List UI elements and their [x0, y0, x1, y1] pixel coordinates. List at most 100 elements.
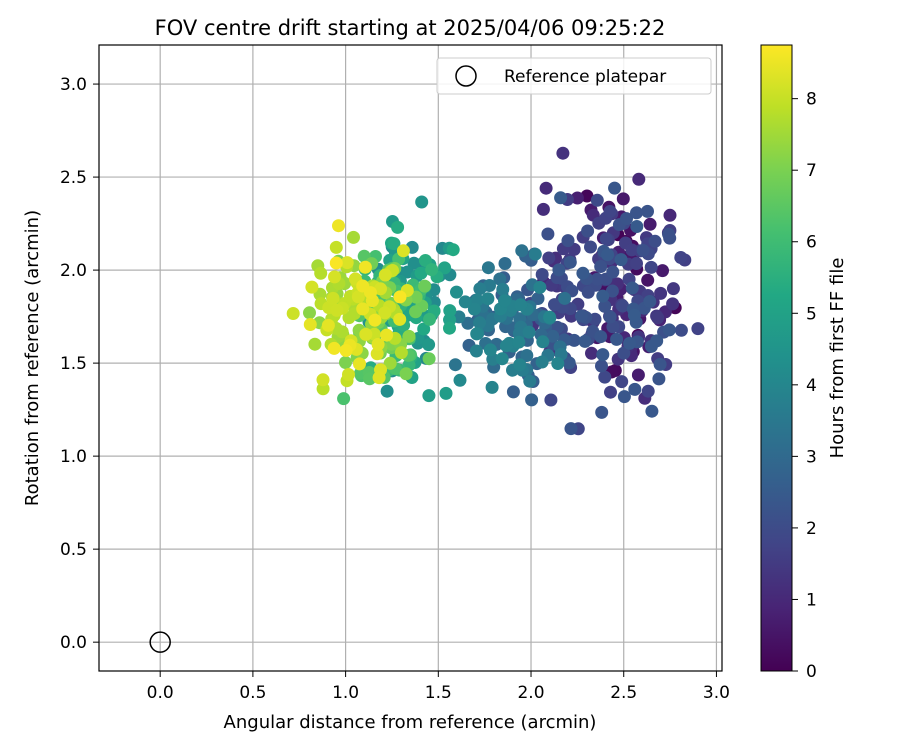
colorbar-tick-label: 7: [806, 161, 817, 181]
scatter-point: [578, 334, 592, 348]
scatter-point: [417, 322, 431, 336]
legend-marker-icon: [455, 65, 477, 87]
scatter-point: [351, 290, 365, 304]
scatter-point: [393, 312, 407, 326]
scatter-point: [603, 205, 617, 218]
scatter-point: [461, 316, 475, 330]
scatter-point: [522, 325, 536, 339]
scatter-point: [473, 316, 487, 330]
scatter-point: [329, 240, 343, 254]
scatter-point: [625, 281, 639, 295]
scatter-point: [458, 295, 472, 309]
scatter-point: [321, 318, 335, 332]
scatter-point: [483, 343, 497, 357]
scatter-point: [372, 371, 386, 385]
scatter-point: [512, 335, 526, 349]
scatter-point: [328, 270, 341, 284]
scatter-point: [443, 321, 456, 335]
y-tick-label: 2.5: [60, 168, 87, 188]
scatter-point: [473, 282, 487, 296]
x-tick-label: 3.0: [703, 683, 730, 703]
scatter-point: [525, 393, 539, 407]
scatter-point: [332, 219, 345, 233]
scatter-point: [551, 357, 565, 370]
scatter-point: [498, 257, 512, 270]
scatter-point: [356, 302, 370, 316]
scatter-point: [368, 313, 382, 327]
scatter-point: [599, 232, 613, 246]
scatter-point: [414, 266, 428, 280]
scatter-point: [364, 286, 377, 300]
scatter-point: [393, 290, 407, 304]
scatter-point: [342, 368, 355, 381]
scatter-point: [378, 268, 392, 282]
scatter-point: [552, 263, 566, 277]
colorbar-label: Hours from first FF file: [827, 258, 848, 459]
scatter-point: [643, 217, 657, 231]
x-tick-label: 0.5: [239, 683, 266, 703]
scatter-point: [316, 382, 330, 396]
scatter-point: [615, 375, 629, 389]
scatter-point: [303, 318, 317, 331]
scatter-point: [495, 352, 509, 366]
scatter-point: [418, 279, 432, 293]
scatter-point: [469, 344, 483, 358]
scatter-point: [643, 295, 657, 308]
scatter-point: [590, 272, 604, 286]
scatter-point: [620, 212, 633, 226]
scatter-point: [663, 208, 677, 222]
scatter-point: [422, 338, 436, 352]
scatter-point: [546, 329, 560, 343]
scatter-point: [598, 299, 612, 313]
scatter-point: [423, 312, 436, 326]
y-tick-label: 1.0: [60, 447, 87, 467]
scatter-point: [596, 289, 610, 303]
scatter-point: [567, 333, 581, 347]
scatter-point: [418, 254, 432, 267]
scatter-point: [308, 337, 322, 351]
x-tick-label: 1.5: [425, 683, 452, 703]
scatter-point: [539, 181, 553, 195]
scatter-point: [617, 390, 631, 404]
scatter-point: [628, 382, 642, 396]
scatter-point: [558, 291, 572, 305]
scatter-point: [536, 202, 550, 216]
scatter-point: [485, 380, 499, 394]
scatter-point: [374, 282, 387, 296]
scatter-point: [533, 280, 547, 294]
scatter-point: [666, 297, 680, 311]
scatter-point: [651, 311, 665, 325]
y-tick-label: 0.0: [60, 633, 87, 653]
scatter-point: [562, 356, 576, 370]
colorbar-tick-label: 6: [806, 233, 817, 253]
scatter-point: [387, 237, 401, 251]
x-axis-label: Angular distance from reference (arcmin): [224, 712, 597, 733]
y-tick-label: 2.0: [60, 261, 87, 281]
scatter-point: [425, 263, 439, 277]
scatter-point: [604, 385, 617, 399]
scatter-points: [286, 146, 705, 436]
scatter-point: [467, 302, 481, 316]
scatter-point: [616, 192, 630, 206]
scatter-point: [666, 282, 680, 296]
scatter-point: [329, 256, 343, 270]
scatter-point: [481, 261, 495, 275]
scatter-point: [326, 291, 340, 305]
scatter-point: [448, 358, 462, 372]
y-tick-label: 3.0: [60, 75, 87, 95]
colorbar-tick-label: 2: [806, 519, 817, 539]
scatter-point: [337, 392, 351, 406]
scatter-point: [648, 234, 662, 248]
scatter-point: [610, 332, 624, 346]
scatter-point: [630, 257, 643, 270]
scatter-point: [305, 280, 319, 294]
scatter-point: [581, 285, 595, 299]
scatter-point: [641, 384, 655, 398]
scatter-point: [652, 372, 666, 386]
scatter-point: [594, 260, 608, 273]
scatter-point: [608, 181, 622, 195]
scatter-point: [370, 347, 384, 361]
scatter-point: [654, 286, 668, 300]
scatter-point: [316, 373, 330, 387]
scatter-point: [662, 323, 676, 337]
